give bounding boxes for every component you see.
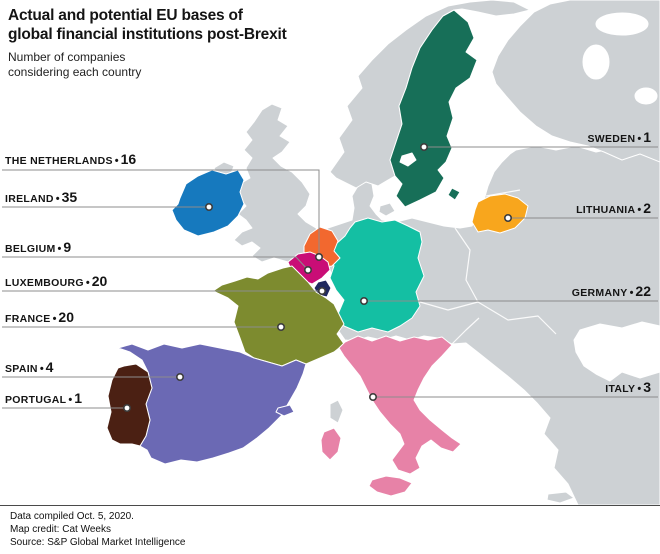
- bullet-separator: •: [637, 383, 642, 395]
- subtitle-block: Number of companies considering each cou…: [8, 50, 328, 80]
- label-spain: SPAIN • 4: [5, 359, 53, 377]
- footer: Data compiled Oct. 5, 2020. Map credit: …: [0, 505, 660, 554]
- land-danish-isles: [378, 202, 396, 217]
- label-spain-value: 4: [45, 359, 54, 375]
- label-france-name: FRANCE: [5, 313, 51, 325]
- callout-dots: [123, 143, 512, 412]
- dot-belgium: [303, 265, 312, 274]
- dot-italy: [368, 392, 377, 401]
- label-italy: ITALY • 3: [605, 379, 651, 397]
- label-ireland: IRELAND • 35: [5, 189, 77, 207]
- bullet-separator: •: [68, 394, 73, 406]
- bullet-separator: •: [52, 313, 57, 325]
- dot-portugal: [123, 403, 132, 412]
- dot-ireland: [205, 203, 214, 212]
- country-balearics-shape: [275, 404, 295, 417]
- subtitle-line-2: considering each country: [8, 65, 142, 79]
- label-luxembourg: LUXEMBOURG • 20: [5, 273, 107, 291]
- label-france-value: 20: [58, 309, 74, 325]
- label-lithuania: LITHUANIA • 2: [576, 200, 651, 218]
- footer-map-credit: Map credit: Cat Weeks: [10, 524, 111, 535]
- sweden-lake: [399, 152, 417, 167]
- page-title-line-1: Actual and potential EU bases of: [8, 7, 243, 24]
- dot-netherlands: [314, 253, 323, 262]
- label-italy-name: ITALY: [605, 383, 636, 395]
- label-netherlands: THE NETHERLANDS • 16: [5, 151, 136, 169]
- label-ireland-value: 35: [61, 189, 78, 205]
- bullet-separator: •: [57, 243, 62, 255]
- lake-onega: [634, 87, 658, 105]
- label-netherlands-value: 16: [120, 151, 137, 167]
- bullet-separator: •: [55, 193, 60, 205]
- land-finland-russia: [491, 0, 660, 163]
- page-title-line-2: global financial institutions post-Brexi…: [8, 26, 287, 43]
- bullet-separator: •: [637, 204, 642, 216]
- label-luxembourg-name: LUXEMBOURG: [5, 277, 84, 289]
- label-belgium: BELGIUM • 9: [5, 239, 71, 257]
- dot-spain: [176, 372, 185, 381]
- label-portugal-value: 1: [74, 390, 82, 406]
- bullet-separator: •: [114, 155, 119, 167]
- label-belgium-value: 9: [63, 239, 72, 255]
- label-portugal: PORTUGAL • 1: [5, 390, 82, 408]
- callout-line-belgium: [2, 256, 309, 271]
- callout-lines: [2, 146, 658, 409]
- lake-ladoga: [582, 44, 610, 80]
- country-ireland-shape: [171, 169, 245, 237]
- label-germany-value: 22: [635, 283, 651, 299]
- europe-map: [0, 0, 660, 505]
- footer-compiled-date: Data compiled Oct. 5, 2020.: [10, 511, 134, 522]
- label-germany: GERMANY • 22: [572, 283, 651, 301]
- label-sweden: SWEDEN • 1: [587, 129, 651, 147]
- label-france: FRANCE • 20: [5, 309, 74, 327]
- label-spain-name: SPAIN: [5, 363, 38, 375]
- label-luxembourg-value: 20: [91, 273, 108, 289]
- label-belgium-name: BELGIUM: [5, 243, 56, 255]
- country-sicily-shape: [368, 475, 413, 497]
- bullet-separator: •: [629, 287, 634, 299]
- bullet-separator: •: [85, 277, 90, 289]
- bullet-separator: •: [637, 133, 642, 145]
- bullet-separator: •: [39, 363, 44, 375]
- white-sea-lake: [595, 12, 649, 36]
- country-lithuania-shape: [471, 193, 529, 234]
- label-germany-name: GERMANY: [571, 287, 628, 299]
- dot-germany: [359, 296, 368, 305]
- label-ireland-name: IRELAND: [5, 193, 54, 205]
- callout-line-netherlands: [2, 169, 320, 257]
- label-italy-value: 3: [643, 379, 651, 395]
- country-borders: [419, 189, 557, 431]
- land-norway: [329, 0, 531, 189]
- dot-lithuania: [503, 214, 512, 223]
- country-gotland-shape: [447, 187, 461, 201]
- label-lithuania-value: 2: [643, 200, 651, 216]
- label-netherlands-name: THE NETHERLANDS: [5, 155, 113, 167]
- title-block: Actual and potential EU bases of global …: [8, 6, 328, 80]
- dot-luxembourg: [317, 286, 326, 295]
- country-sardinia-shape: [320, 427, 342, 461]
- black-sea: [573, 321, 660, 382]
- country-italy-shape: [338, 335, 462, 475]
- land-crete: [546, 491, 575, 504]
- dot-france: [276, 322, 285, 331]
- label-sweden-name: SWEDEN: [587, 133, 636, 145]
- subtitle-line-1: Number of companies: [8, 50, 126, 64]
- footer-source: Source: S&P Global Market Intelligence: [10, 537, 186, 548]
- label-sweden-value: 1: [643, 129, 651, 145]
- dot-sweden: [419, 143, 428, 152]
- label-portugal-name: PORTUGAL: [5, 394, 67, 406]
- label-lithuania-name: LITHUANIA: [576, 204, 636, 216]
- land-corsica: [329, 399, 344, 424]
